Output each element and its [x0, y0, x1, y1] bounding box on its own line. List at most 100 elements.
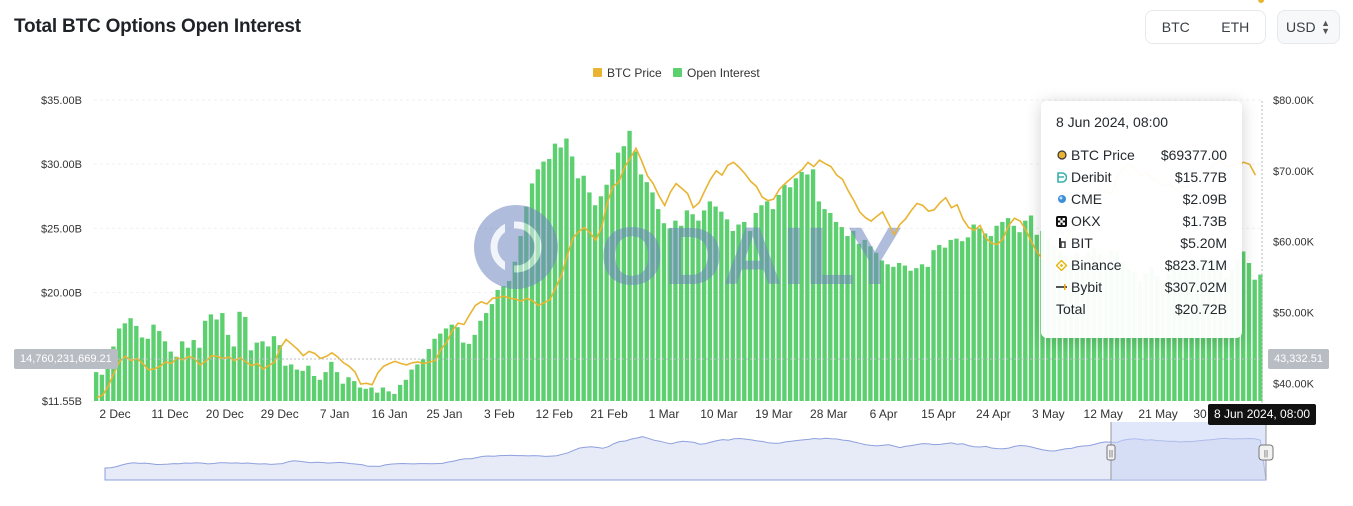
- open-interest-bar: [340, 383, 345, 401]
- open-interest-bar: [713, 206, 718, 401]
- open-interest-bar: [495, 289, 500, 401]
- open-interest-bar: [1160, 282, 1166, 401]
- open-interest-bar: [615, 152, 621, 401]
- tooltip-row-name: CME: [1071, 191, 1103, 207]
- open-interest-bar: [283, 365, 288, 401]
- eth-tab[interactable]: ETH: [1221, 19, 1250, 35]
- page-title: Total BTC Options Open Interest: [14, 16, 301, 37]
- x-tick-label: 11 Dec: [151, 407, 188, 421]
- tooltip-row-value: $69377.00: [1160, 147, 1227, 163]
- open-interest-bar: [311, 375, 317, 401]
- crosshair-date-label: 8 Jun 2024, 08:00: [1208, 404, 1317, 425]
- x-tick-label: 15 Apr: [921, 407, 956, 421]
- open-interest-bar: [833, 221, 839, 401]
- open-interest-bar: [724, 219, 730, 401]
- x-tick-label: 19 Mar: [755, 407, 792, 421]
- navigator-left-handle-grip: ||: [1109, 449, 1113, 458]
- open-interest-bar: [960, 241, 965, 401]
- navigator-right-handle[interactable]: [1258, 444, 1274, 461]
- open-interest-bar: [954, 238, 959, 401]
- y-left-tick-label: $30.00B: [41, 159, 82, 171]
- open-interest-bar: [971, 224, 976, 401]
- open-interest-bar: [506, 280, 512, 401]
- open-interest-bar: [684, 210, 690, 401]
- open-interest-bar: [845, 236, 850, 401]
- x-tick-label: 10 Mar: [700, 407, 737, 421]
- tooltip-row: CME $2.09B: [1056, 188, 1227, 210]
- tooltip-row-name: Deribit: [1071, 169, 1112, 185]
- open-interest-bar: [466, 343, 472, 401]
- open-interest-bar: [1017, 232, 1022, 401]
- open-interest-bar: [902, 265, 908, 401]
- deribit-logo-icon: [1056, 171, 1067, 183]
- crosshair-right-value: 43,332.51: [1268, 349, 1329, 369]
- x-tick-label: 12 May: [1084, 407, 1123, 421]
- x-tick-label: 28 Mar: [810, 407, 847, 421]
- okx-logo-icon: [1056, 215, 1067, 227]
- y-right-tick-label: $60.00K: [1273, 237, 1315, 249]
- y-left-tick-label: $11.55B: [42, 396, 82, 408]
- open-interest-bar: [885, 264, 890, 401]
- open-interest-bar: [162, 341, 168, 401]
- legend-label-btc-price[interactable]: BTC Price: [607, 66, 662, 80]
- chevron-up-down-icon: ▲ ▼: [1321, 18, 1330, 36]
- open-interest-bar: [621, 146, 626, 401]
- open-interest-bar: [547, 159, 552, 401]
- y-right-tick-label: $50.00K: [1273, 307, 1315, 319]
- navigator-left-handle[interactable]: [1106, 444, 1116, 461]
- open-interest-bar: [409, 369, 414, 401]
- open-interest-bar: [420, 359, 426, 401]
- tooltip-row-name: BTC Price: [1071, 147, 1135, 163]
- navigator-selected-range[interactable]: [1111, 422, 1266, 480]
- open-interest-bar: [782, 184, 787, 401]
- asset-toggle: BTC ETH: [1145, 10, 1266, 44]
- open-interest-bar: [598, 196, 604, 401]
- y-right-tick-label: $80.00K: [1273, 95, 1315, 107]
- btc-tab[interactable]: BTC: [1146, 11, 1206, 43]
- y-axis-left: $35.00B $30.00B $25.00B $20.00B $11.55B: [41, 95, 82, 408]
- open-interest-bar: [810, 169, 816, 401]
- open-interest-bar: [564, 138, 569, 401]
- btc-price-dot-icon: [1056, 150, 1067, 161]
- open-interest-bar: [581, 175, 586, 401]
- y-right-tick-label: $70.00K: [1273, 166, 1315, 178]
- tooltip-row-name: Bybit: [1071, 279, 1103, 295]
- open-interest-bar: [919, 264, 925, 401]
- open-interest-bar: [1155, 275, 1160, 401]
- open-interest-bar: [874, 252, 879, 401]
- navigator-right-handle-grip: ||: [1264, 449, 1268, 458]
- open-interest-bar: [742, 221, 747, 401]
- open-interest-bar: [524, 206, 529, 401]
- open-interest-bar: [248, 350, 254, 401]
- open-interest-bar: [839, 227, 844, 401]
- open-interest-bar: [380, 387, 386, 401]
- open-interest-bar: [449, 324, 454, 401]
- navigator[interactable]: || ||: [104, 422, 1274, 481]
- legend-label-open-interest[interactable]: Open Interest: [687, 66, 760, 80]
- open-interest-bar: [501, 286, 506, 401]
- open-interest-bar: [1034, 234, 1039, 401]
- open-interest-bar: [747, 230, 753, 401]
- currency-select[interactable]: USD ▲ ▼: [1277, 10, 1340, 44]
- open-interest-bar: [363, 388, 368, 401]
- open-interest-bar: [105, 366, 110, 401]
- open-interest-bar: [294, 369, 300, 401]
- open-interest-bar: [94, 372, 99, 401]
- open-interest-bar: [1028, 215, 1034, 401]
- open-interest-bar: [260, 341, 265, 401]
- open-interest-bar: [879, 260, 885, 401]
- open-interest-bar: [787, 187, 793, 401]
- open-interest-bar: [753, 212, 758, 401]
- open-interest-bar: [828, 212, 833, 401]
- tooltip-row-value: $2.09B: [1182, 191, 1227, 207]
- open-interest-bar: [352, 381, 357, 401]
- open-interest-bar: [891, 266, 896, 401]
- open-interest-bar: [765, 201, 770, 401]
- y-right-tick-label: $40.00K: [1273, 378, 1315, 390]
- open-interest-bar: [512, 261, 518, 401]
- open-interest-bar: [323, 372, 328, 401]
- legend-swatch-btc-price: [593, 68, 602, 77]
- open-interest-bar: [925, 266, 930, 401]
- open-interest-bar: [174, 356, 179, 401]
- open-interest-bar: [231, 346, 236, 401]
